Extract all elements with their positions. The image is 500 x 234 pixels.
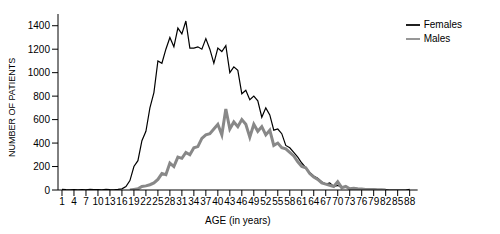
svg-text:76: 76 xyxy=(356,196,368,207)
svg-text:AGE (in years): AGE (in years) xyxy=(205,215,271,226)
svg-text:22: 22 xyxy=(140,196,152,207)
svg-text:28: 28 xyxy=(164,196,176,207)
svg-text:800: 800 xyxy=(33,91,50,102)
svg-text:40: 40 xyxy=(212,196,224,207)
svg-text:1: 1 xyxy=(59,196,65,207)
svg-text:85: 85 xyxy=(392,196,404,207)
svg-text:16: 16 xyxy=(116,196,128,207)
svg-text:52: 52 xyxy=(260,196,272,207)
svg-text:1400: 1400 xyxy=(28,20,51,31)
svg-text:4: 4 xyxy=(71,196,77,207)
svg-text:55: 55 xyxy=(272,196,284,207)
svg-text:61: 61 xyxy=(296,196,308,207)
svg-text:NUMBER OF PATIENTS: NUMBER OF PATIENTS xyxy=(8,58,17,157)
svg-text:58: 58 xyxy=(284,196,296,207)
html-text:Females: Females xyxy=(423,18,462,30)
svg-text:0: 0 xyxy=(44,185,50,196)
svg-text:34: 34 xyxy=(188,196,200,207)
svg-text:46: 46 xyxy=(236,196,248,207)
svg-text:25: 25 xyxy=(152,196,164,207)
svg-text:13: 13 xyxy=(104,196,116,207)
svg-text:1000: 1000 xyxy=(28,67,51,78)
svg-text:82: 82 xyxy=(380,196,392,207)
svg-text:10: 10 xyxy=(92,196,104,207)
svg-text:73: 73 xyxy=(344,196,356,207)
svg-text:70: 70 xyxy=(332,196,344,207)
svg-text:37: 37 xyxy=(200,196,212,207)
svg-text:600: 600 xyxy=(33,114,50,125)
svg-text:67: 67 xyxy=(320,196,332,207)
svg-text:31: 31 xyxy=(176,196,188,207)
html-text:Males: Males xyxy=(423,32,451,44)
svg-text:400: 400 xyxy=(33,138,50,149)
svg-text:79: 79 xyxy=(368,196,380,207)
svg-text:7: 7 xyxy=(83,196,89,207)
svg-text:1200: 1200 xyxy=(28,44,51,55)
svg-text:64: 64 xyxy=(308,196,320,207)
svg-text:200: 200 xyxy=(33,161,50,172)
svg-text:88: 88 xyxy=(404,196,416,207)
svg-text:49: 49 xyxy=(248,196,260,207)
svg-text:19: 19 xyxy=(128,196,140,207)
svg-text:43: 43 xyxy=(224,196,236,207)
